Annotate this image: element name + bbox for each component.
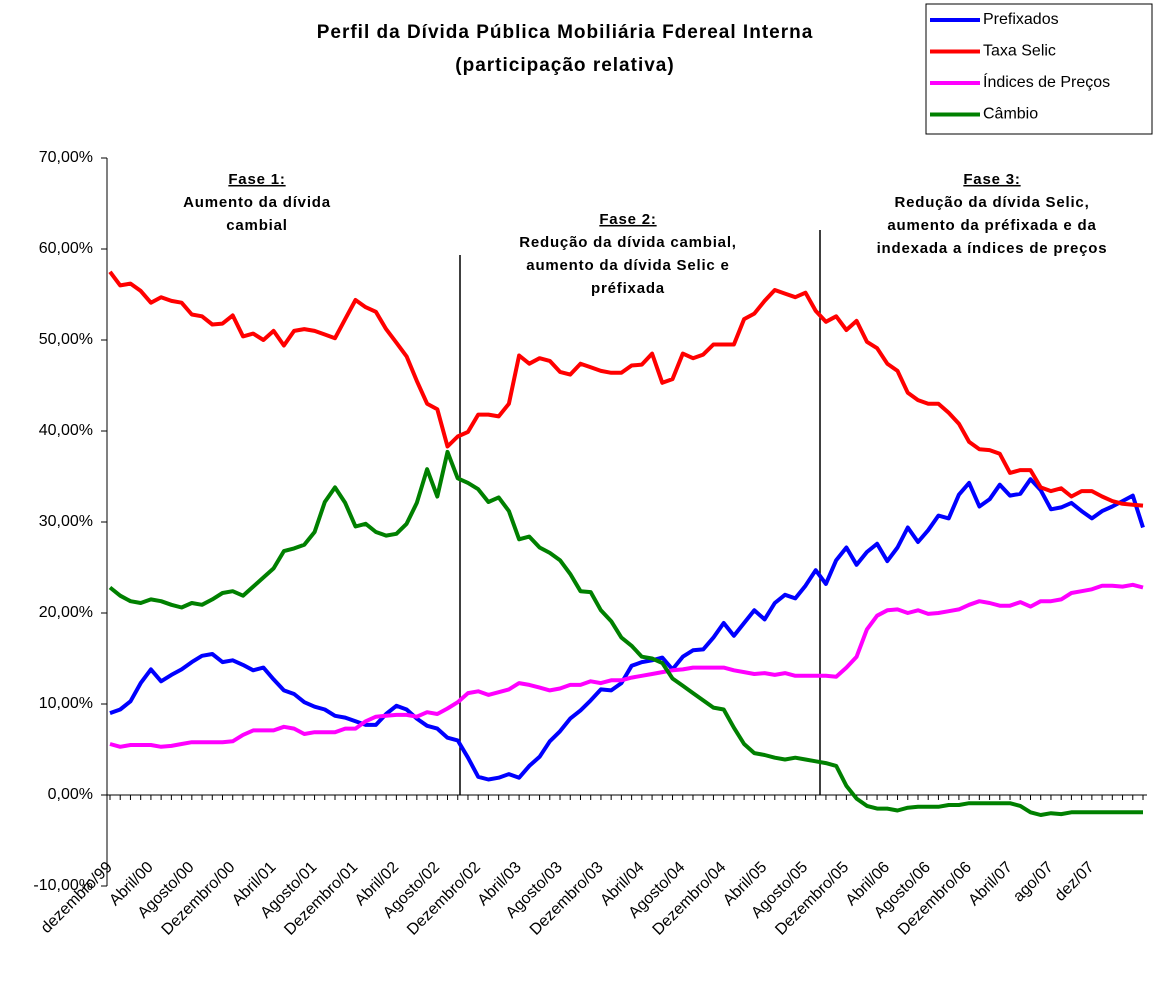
- x-tick-label: Abril/07: [965, 859, 1015, 909]
- x-tick-label: Dezembro/03: [527, 859, 607, 939]
- y-tick-label: 0,00%: [48, 786, 93, 803]
- annotation-text: préfixada: [591, 280, 665, 297]
- x-tick-label: Dezembro/05: [772, 859, 852, 939]
- annotation-text: Redução da dívida Selic,: [894, 194, 1089, 211]
- x-tick-label: Dezembro/04: [650, 859, 730, 939]
- legend-label: Taxa Selic: [983, 43, 1056, 60]
- series-line: [108, 270, 1144, 508]
- y-tick-label: -10,00%: [33, 877, 93, 894]
- chart-subtitle: (participação relativa): [455, 55, 674, 76]
- annotation-text: cambial: [226, 217, 287, 234]
- chart-title: Perfil da Dívida Pública Mobiliária Fder…: [317, 22, 814, 43]
- y-tick-label: 70,00%: [39, 149, 93, 166]
- annotation-heading: Fase 1:: [228, 171, 285, 188]
- legend-label: Índices de Preços: [983, 72, 1110, 91]
- x-tick-label: Dezembro/01: [281, 859, 361, 939]
- annotation-heading: Fase 3:: [963, 171, 1020, 188]
- series-line: [109, 582, 1144, 749]
- x-tick-label: ago/07: [1010, 859, 1057, 906]
- x-tick-label: Dezembro/06: [895, 859, 975, 939]
- y-tick-label: 10,00%: [39, 695, 93, 712]
- annotation-text: aumento da préfixada e da: [887, 217, 1096, 234]
- series-line: [109, 477, 1145, 782]
- y-tick-label: 40,00%: [39, 422, 93, 439]
- series-line: [108, 449, 1143, 817]
- legend-label: Câmbio: [983, 106, 1038, 123]
- y-tick-label: 60,00%: [39, 240, 93, 257]
- x-tick-label: Dezembro/00: [159, 859, 239, 939]
- x-tick-label: dez/07: [1052, 859, 1098, 905]
- annotation-heading: Fase 2:: [599, 211, 656, 228]
- x-tick-label: Dezembro/02: [404, 859, 484, 939]
- x-tick-label: dezembro/99: [38, 859, 116, 937]
- y-tick-label: 50,00%: [39, 331, 93, 348]
- legend-label: Prefixados: [983, 11, 1059, 28]
- annotation-text: indexada a índices de preços: [877, 240, 1108, 257]
- y-tick-label: 30,00%: [39, 513, 93, 530]
- annotation-text: Aumento da dívida: [183, 194, 331, 211]
- legend-box: [925, 3, 1153, 135]
- y-tick-label: 20,00%: [39, 604, 93, 621]
- annotation-text: Redução da dívida cambial,: [519, 234, 737, 251]
- annotation-text: aumento da dívida Selic e: [526, 257, 729, 274]
